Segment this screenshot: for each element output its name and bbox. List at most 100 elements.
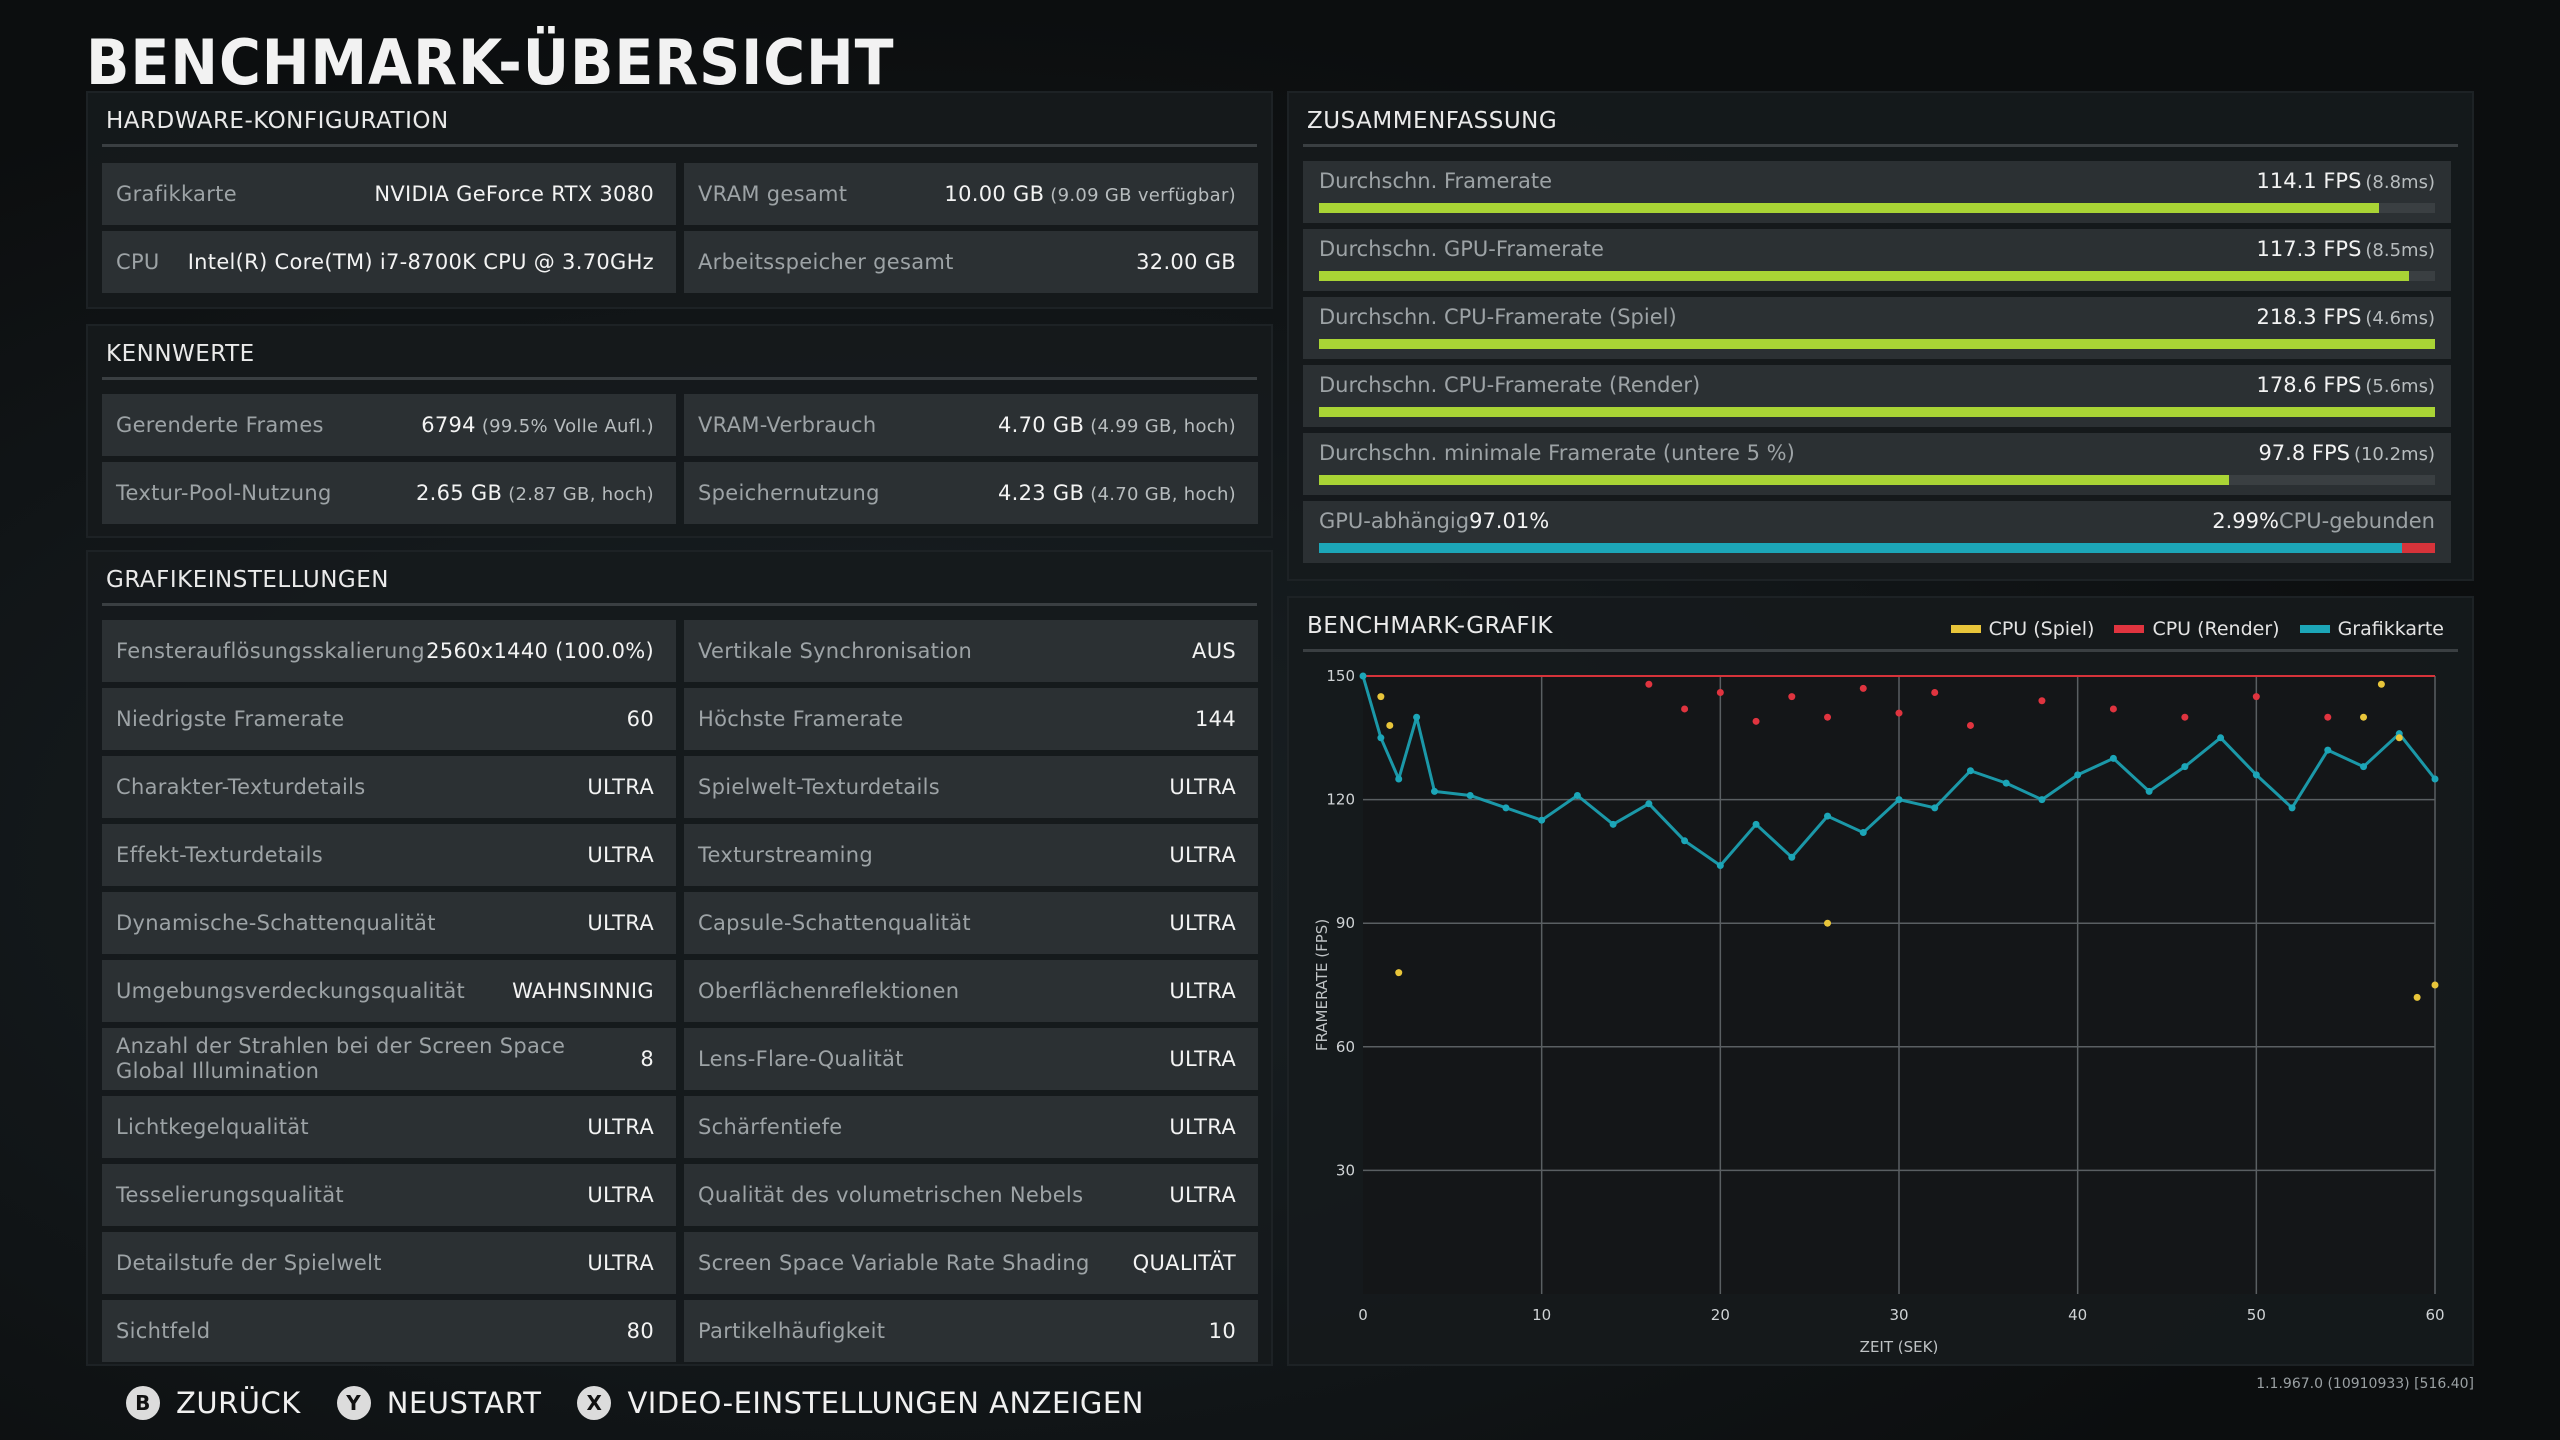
setting-value: 8 <box>640 1047 654 1071</box>
data-point-grafikkarte <box>1752 820 1760 828</box>
setting-row: Capsule-Schattenqualität ULTRA <box>684 892 1258 954</box>
data-point-cpu-render- <box>2038 697 2046 705</box>
kw-mem: Speichernutzung 4.23 GB (4.70 GB, hoch) <box>684 462 1258 524</box>
kw-frames-label: Gerenderte Frames <box>116 413 324 437</box>
data-point-grafikkarte <box>1430 787 1438 795</box>
summary-value: 117.3 FPS (8.5ms) <box>2256 237 2435 261</box>
data-point-grafikkarte <box>2109 754 2117 762</box>
x-tick-label: 0 <box>1358 1306 1368 1324</box>
setting-row: Oberflächenreflektionen ULTRA <box>684 960 1258 1022</box>
data-point-grafikkarte <box>1395 775 1403 783</box>
data-point-cpu-spiel- <box>1377 693 1385 701</box>
kw-vram-label: VRAM-Verbrauch <box>698 413 877 437</box>
x-tick-label: 60 <box>2425 1306 2444 1324</box>
data-point-grafikkarte <box>2324 746 2332 754</box>
setting-row: Fensterauflösungsskalierung 2560x1440 (10… <box>102 620 676 682</box>
setting-label: Lens-Flare-Qualität <box>698 1047 904 1071</box>
hw-cpu: CPU Intel(R) Core(TM) i7-8700K CPU @ 3.7… <box>102 231 676 293</box>
setting-row: Niedrigste Framerate 60 <box>102 688 676 750</box>
data-point-cpu-spiel- <box>2413 993 2421 1001</box>
setting-row: Dynamische-Schattenqualität ULTRA <box>102 892 676 954</box>
gpu-bound-label: GPU-abhängig97.01% <box>1319 509 1550 533</box>
data-point-cpu-render- <box>2324 713 2332 721</box>
page-title: BENCHMARK-ÜBERSICHT <box>86 26 895 99</box>
setting-value: 2560x1440 (100.0%) <box>426 639 654 663</box>
setting-label: Fensterauflösungsskalierung <box>116 639 425 663</box>
data-point-cpu-render- <box>1752 717 1760 725</box>
setting-label: Lichtkegelqualität <box>116 1115 309 1139</box>
data-point-grafikkarte <box>2288 804 2296 812</box>
setting-label: Effekt-Texturdetails <box>116 843 324 867</box>
setting-label: Partikelhäufigkeit <box>698 1319 886 1343</box>
legend-swatch <box>1950 625 1981 633</box>
data-point-grafikkarte <box>2431 775 2439 783</box>
setting-label: Charakter-Texturdetails <box>116 775 366 799</box>
data-point-grafikkarte <box>2181 763 2189 771</box>
data-point-grafikkarte <box>1895 796 1903 804</box>
y-button-icon: Y <box>336 1386 371 1420</box>
data-point-cpu-render- <box>1645 680 1653 688</box>
data-point-grafikkarte <box>1502 804 1510 812</box>
hw-ram: Arbeitsspeicher gesamt 32.00 GB <box>684 231 1258 293</box>
data-point-grafikkarte <box>1645 800 1653 808</box>
back-button[interactable]: B ZURÜCK <box>126 1386 301 1420</box>
legend-item-cpu-game: CPU (Spiel) <box>1950 618 2094 640</box>
setting-label: Spielwelt-Texturdetails <box>698 775 940 799</box>
hw-ram-value: 32.00 GB <box>1136 250 1236 274</box>
data-point-cpu-render- <box>1895 709 1903 717</box>
data-point-grafikkarte <box>2252 771 2260 779</box>
bench-header: BENCHMARK-GRAFIK <box>1289 598 2472 652</box>
kw-mem-label: Speichernutzung <box>698 481 880 505</box>
summary-label: Durchschn. GPU-Framerate <box>1319 237 1604 261</box>
data-point-grafikkarte <box>2145 787 2153 795</box>
setting-label: Sichtfeld <box>116 1319 211 1343</box>
setting-value: ULTRA <box>1169 1047 1236 1071</box>
setting-value: QUALITÄT <box>1132 1251 1236 1275</box>
data-point-grafikkarte <box>1788 853 1796 861</box>
setting-value: ULTRA <box>1169 1183 1236 1207</box>
summary-bar <box>1319 203 2435 213</box>
summary-value: 97.8 FPS (10.2ms) <box>2258 441 2435 465</box>
setting-row: Charakter-Texturdetails ULTRA <box>102 756 676 818</box>
kw-frames-value: 6794 (99.5% Volle Aufl.) <box>421 413 654 437</box>
kennwerte-header: KENNWERTE <box>88 326 1271 380</box>
y-tick-label: 30 <box>1336 1161 1355 1179</box>
data-point-grafikkarte <box>1824 812 1832 820</box>
restart-button[interactable]: Y NEUSTART <box>336 1386 542 1420</box>
summary-value: 218.3 FPS (4.6ms) <box>2256 305 2435 329</box>
footer-button-bar: B ZURÜCK Y NEUSTART X VIDEO-EINSTELLUNGEN A… <box>126 1386 1144 1420</box>
hw-gpu-label: Grafikkarte <box>116 182 237 206</box>
grafik-header: GRAFIKEINSTELLUNGEN <box>88 552 1271 606</box>
data-point-cpu-render- <box>2181 713 2189 721</box>
setting-value: ULTRA <box>1169 911 1236 935</box>
summary-value: 114.1 FPS (8.8ms) <box>2256 169 2435 193</box>
summary-label: Durchschn. CPU-Framerate (Spiel) <box>1319 305 1677 329</box>
summary-bar <box>1319 339 2435 349</box>
data-point-grafikkarte <box>1466 791 1474 799</box>
hw-vram-value: 10.00 GB (9.09 GB verfügbar) <box>944 182 1236 206</box>
summary-label: Durchschn. CPU-Framerate (Render) <box>1319 373 1701 397</box>
data-point-grafikkarte <box>1716 862 1724 870</box>
summary-row: Durchschn. minimale Framerate (untere 5 … <box>1303 433 2451 495</box>
y-tick-label: 90 <box>1336 914 1355 932</box>
show-video-settings-button[interactable]: X VIDEO-EINSTELLUNGEN ANZEIGEN <box>577 1386 1143 1420</box>
setting-row: Tesselierungsqualität ULTRA <box>102 1164 676 1226</box>
setting-value: 60 <box>626 707 654 731</box>
setting-value: ULTRA <box>587 775 654 799</box>
summary-row: Durchschn. GPU-Framerate 117.3 FPS (8.5ms) <box>1303 229 2451 291</box>
summary-label: Durchschn. minimale Framerate (untere 5 … <box>1319 441 1795 465</box>
summary-row: Durchschn. CPU-Framerate (Spiel) 218.3 FP… <box>1303 297 2451 359</box>
setting-value: ULTRA <box>587 1115 654 1139</box>
setting-row: Schärfentiefe ULTRA <box>684 1096 1258 1158</box>
data-point-grafikkarte <box>1931 804 1939 812</box>
setting-row: Qualität des volumetrischen Nebels ULTRA <box>684 1164 1258 1226</box>
summary-bar-fill <box>1319 203 2380 213</box>
legend-item-gpu: Grafikkarte <box>2299 618 2444 640</box>
cpu-bound-fill <box>2401 543 2435 553</box>
setting-label: Dynamische-Schattenqualität <box>116 911 436 935</box>
summary-row: Durchschn. CPU-Framerate (Render) 178.6 F… <box>1303 365 2451 427</box>
data-point-cpu-render- <box>1681 705 1689 713</box>
data-point-cpu-render- <box>1716 688 1724 696</box>
x-axis-label: ZEIT (SEK) <box>1860 1338 1939 1356</box>
y-tick-label: 150 <box>1326 667 1355 685</box>
